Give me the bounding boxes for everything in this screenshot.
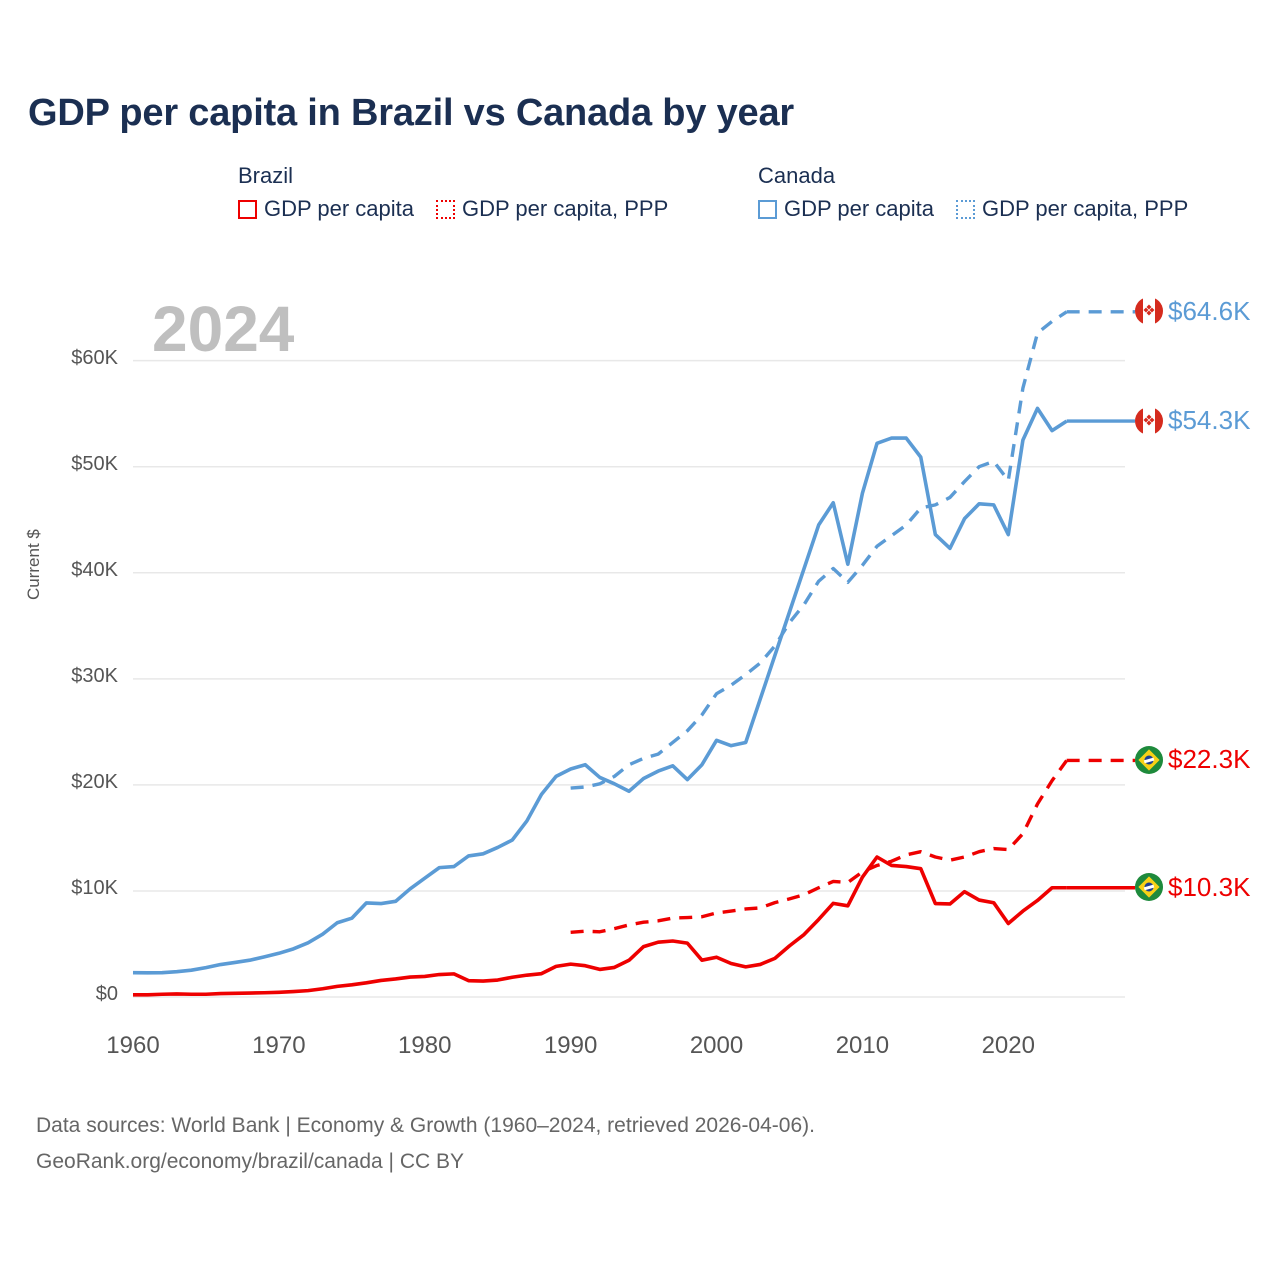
y-axis-tick-label: $30K (71, 664, 118, 687)
brazil-flag-icon (1135, 873, 1163, 902)
series-end-label: ❖ $64.6K (1135, 296, 1250, 327)
x-axis-tick-label: 2020 (981, 1032, 1035, 1059)
legend-country-canada: Canada (758, 163, 836, 188)
legend-label: GDP per capita, PPP (462, 196, 669, 221)
series-end-value: $64.6K (1168, 295, 1251, 326)
legend-group-canada: Canada GDP per capita GDP per capita, PP… (758, 163, 1188, 221)
series-end-label: $22.3K (1135, 744, 1250, 775)
legend-label: GDP per capita (264, 196, 415, 221)
legend-item-canada-gdp[interactable]: GDP per capita (758, 197, 934, 221)
chart-legend: Brazil GDP per capita GDP per capita, PP… (238, 163, 1258, 243)
canada-flag-icon: ❖ (1135, 406, 1163, 435)
series-line[interactable] (570, 310, 1068, 790)
legend-swatch-dashed-icon (436, 199, 456, 219)
footer-line-2: GeoRank.org/economy/brazil/canada | CC B… (36, 1150, 464, 1173)
legend-swatch-dashed-icon (956, 199, 976, 219)
y-axis-tick-label: $0 (95, 983, 118, 1005)
series-line[interactable] (132, 855, 1067, 997)
legend-swatch-solid-icon (238, 199, 257, 219)
series-line[interactable] (132, 406, 1068, 975)
legend-swatch-solid-icon (758, 199, 777, 219)
series-end-value: $54.3K (1168, 405, 1251, 436)
x-axis-tick-label: 2010 (835, 1032, 890, 1059)
x-axis-tick-label: 1960 (106, 1032, 160, 1059)
legend-item-brazil-gdp-ppp[interactable]: GDP per capita, PPP (436, 197, 668, 221)
footer-line-1: Data sources: World Bank | Economy & Gro… (36, 1114, 815, 1137)
x-axis-tick-label: 1970 (252, 1032, 306, 1059)
year-watermark: 2024 (152, 293, 295, 365)
canada-flag-icon: ❖ (1135, 297, 1163, 326)
y-axis-tick-label: $50K (71, 452, 118, 475)
y-axis-tick-label: $60K (71, 346, 118, 369)
x-axis-tick-label: 1990 (543, 1032, 598, 1059)
series-end-label: ❖ $54.3K (1135, 405, 1250, 436)
y-axis-tick-label: $10K (71, 876, 118, 899)
page-title: GDP per capita in Brazil vs Canada by ye… (28, 92, 794, 134)
brazil-flag-icon (1135, 745, 1163, 774)
legend-label: GDP per capita, PPP (982, 196, 1189, 221)
x-axis-tick-label: 1980 (398, 1032, 452, 1059)
series-end-label: $10.3K (1135, 872, 1250, 903)
series-end-value: $22.3K (1168, 744, 1251, 775)
legend-item-brazil-gdp[interactable]: GDP per capita (238, 197, 414, 221)
series-line[interactable] (570, 759, 1069, 934)
x-axis-tick-label: 2000 (689, 1032, 744, 1059)
legend-label: GDP per capita (784, 196, 935, 221)
maple-leaf-icon: ❖ (1142, 412, 1156, 430)
footer-credits: Data sources: World Bank | Economy & Gro… (36, 1108, 815, 1180)
maple-leaf-icon: ❖ (1142, 302, 1156, 320)
y-axis-tick-label: $20K (71, 770, 118, 793)
legend-country-brazil: Brazil (238, 163, 294, 188)
legend-item-canada-gdp-ppp[interactable]: GDP per capita, PPP (956, 197, 1188, 221)
series-end-value: $10.3K (1168, 871, 1251, 902)
y-axis-tick-label: $40K (71, 558, 118, 581)
legend-group-brazil: Brazil GDP per capita GDP per capita, PP… (238, 163, 668, 221)
chart-plot-area (132, 310, 1135, 998)
